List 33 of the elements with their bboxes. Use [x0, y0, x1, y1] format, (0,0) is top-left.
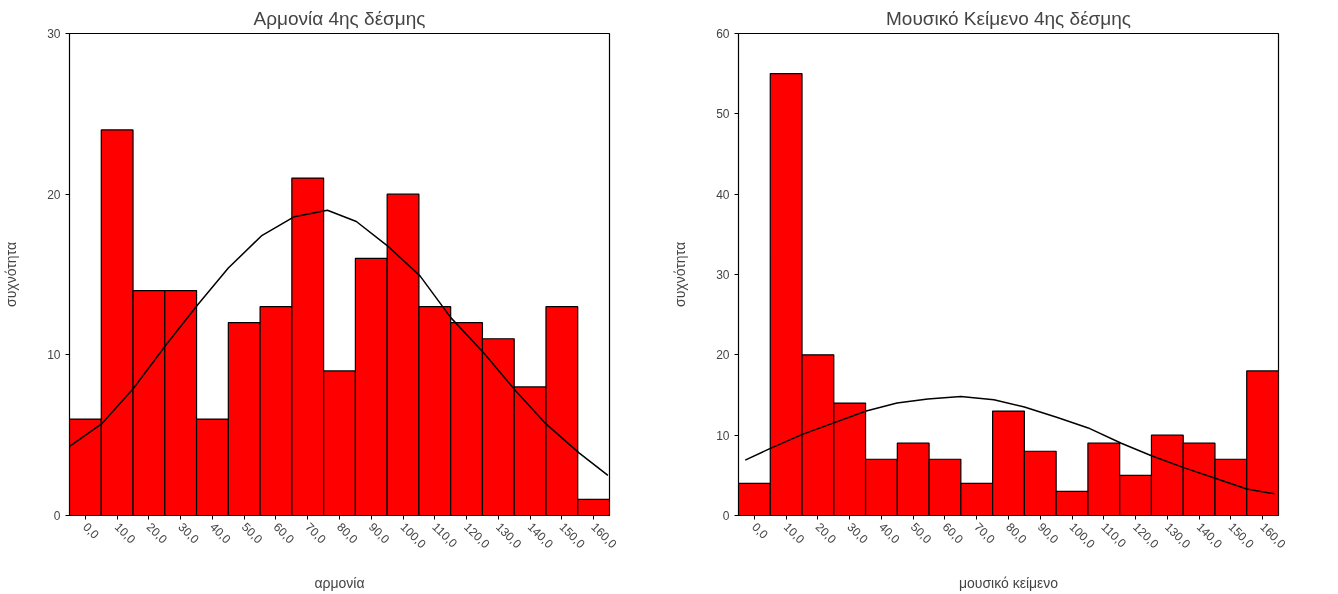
x-tick-label: 30,0 — [175, 519, 203, 547]
y-tick-label: 60 — [716, 27, 730, 41]
x-tick-label: 60,0 — [270, 519, 298, 547]
y-tick-label: 30 — [47, 27, 61, 41]
x-tick-label: 40,0 — [207, 519, 234, 547]
y-tick-label: 40 — [716, 187, 730, 202]
x-tick-label: 10,0 — [111, 519, 139, 547]
x-tick-label: 0,0 — [80, 519, 102, 542]
x-tick-label: 30,0 — [844, 519, 872, 547]
x-tick-label: 60,0 — [939, 519, 967, 547]
x-tick-label: 80,0 — [1003, 519, 1030, 547]
x-tick-label: 20,0 — [143, 519, 171, 547]
y-tick-label: 10 — [47, 348, 61, 363]
x-tick-label: 90,0 — [365, 519, 393, 547]
y-axis-title: συχνότητα — [3, 242, 20, 307]
chart-title: Αρμονία 4ης δέσμης — [253, 7, 426, 29]
y-tick-label: 10 — [716, 428, 730, 443]
y-tick-label: 0 — [53, 509, 61, 523]
x-axis-title: μουσικό κείμενο — [958, 575, 1059, 592]
x-tick-label: 90,0 — [1034, 519, 1062, 547]
x-tick-label: 40,0 — [876, 519, 903, 547]
x-tick-label: 20,0 — [812, 519, 840, 547]
x-axis-title: αρμονία — [314, 575, 365, 592]
y-tick-label: 20 — [47, 187, 61, 202]
x-tick-label: 80,0 — [334, 519, 361, 547]
y-tick-label: 20 — [716, 348, 730, 363]
x-tick-label: 10,0 — [780, 519, 808, 547]
y-tick-label: 50 — [716, 107, 730, 122]
y-axis-title: συχνότητα — [672, 242, 689, 307]
y-tick-label: 30 — [716, 268, 730, 282]
x-tick-label: 0,0 — [749, 519, 771, 542]
y-tick-label: 0 — [722, 509, 730, 523]
chart-title: Μουσικό Κείμενο 4ης δέσμης — [886, 7, 1132, 29]
